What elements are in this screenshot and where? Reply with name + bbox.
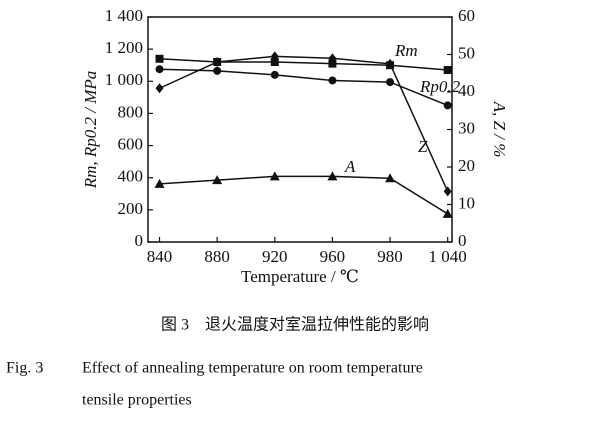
marker xyxy=(269,171,280,181)
series-line xyxy=(159,175,449,215)
y2-tick-label: 60 xyxy=(458,6,475,25)
marker xyxy=(155,54,164,63)
marker xyxy=(270,70,279,79)
caption-en: tensile properties xyxy=(82,392,192,409)
x-axis-label: Temperature / ℃ xyxy=(241,267,359,286)
series-label: Rp0.2 xyxy=(419,77,461,96)
marker xyxy=(385,173,396,183)
marker xyxy=(443,186,452,197)
series-line xyxy=(159,55,449,192)
y2-tick-label: 20 xyxy=(458,156,475,175)
marker xyxy=(386,58,395,69)
x-tick-label: 880 xyxy=(204,247,230,266)
series-label: Z xyxy=(418,137,428,156)
marker xyxy=(386,78,395,87)
y2-tick-label: 50 xyxy=(458,43,475,62)
y-tick-label: 0 xyxy=(135,231,144,250)
caption-label: Fig. 3 xyxy=(6,360,43,377)
marker xyxy=(270,58,279,66)
series-line xyxy=(159,68,448,107)
marker xyxy=(213,66,222,75)
y2-tick-label: 30 xyxy=(458,118,475,137)
y-tick-label: 400 xyxy=(118,167,144,186)
marker xyxy=(328,59,337,68)
caption-cn: 图 3 退火温度对室温拉伸性能的影响 xyxy=(161,316,429,334)
marker xyxy=(443,101,452,110)
marker xyxy=(442,208,453,218)
y-tick-label: 600 xyxy=(118,134,144,153)
x-tick-label: 960 xyxy=(320,247,346,266)
marker xyxy=(155,65,164,74)
marker xyxy=(155,83,164,94)
y-tick-label: 800 xyxy=(118,102,144,121)
marker xyxy=(328,53,337,64)
series-label: Rm xyxy=(394,41,418,60)
y2-axis-label: A, Z / % xyxy=(490,101,509,158)
y-axis-label: Rm, Rp0.2 / MPa xyxy=(81,71,100,190)
y-tick-label: 1 200 xyxy=(105,38,143,57)
marker xyxy=(270,51,279,62)
x-tick-label: 1 040 xyxy=(429,247,467,266)
marker xyxy=(327,171,338,181)
x-tick-label: 840 xyxy=(147,247,173,266)
x-tick-label: 980 xyxy=(377,247,403,266)
y2-tick-label: 0 xyxy=(458,231,467,250)
marker xyxy=(212,175,223,185)
y2-tick-label: 40 xyxy=(458,81,475,100)
caption-en: Effect of annealing temperature on room … xyxy=(82,360,423,377)
y2-tick-label: 10 xyxy=(458,193,475,212)
marker xyxy=(443,66,452,75)
marker xyxy=(213,57,222,67)
y-tick-label: 1 400 xyxy=(105,6,143,25)
marker xyxy=(154,178,165,188)
marker xyxy=(328,76,337,85)
series-label: A xyxy=(344,157,356,176)
x-tick-label: 920 xyxy=(262,247,288,266)
y-tick-label: 1 000 xyxy=(105,70,143,89)
y-tick-label: 200 xyxy=(118,199,144,218)
series-line xyxy=(159,58,448,71)
